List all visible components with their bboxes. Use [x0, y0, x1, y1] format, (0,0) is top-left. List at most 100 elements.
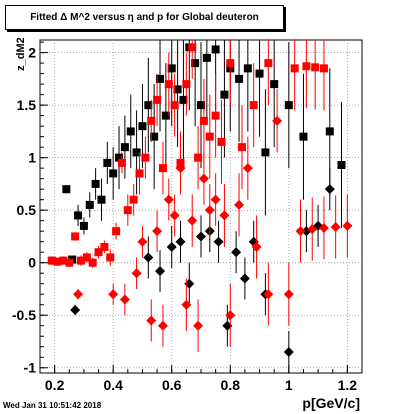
data-point: [173, 85, 182, 94]
x-tick-label: 0.8: [221, 377, 241, 393]
data-point: [243, 64, 252, 73]
data-point: [211, 45, 220, 54]
y-tick-label: 0: [28, 255, 36, 271]
data-point: [179, 95, 188, 104]
data-point: [65, 258, 74, 267]
data-point: [211, 111, 220, 120]
data-point: [272, 115, 283, 126]
data-point: [161, 111, 170, 120]
y-tick-label: 1.5: [17, 97, 37, 113]
data-point: [248, 236, 259, 247]
data-point: [152, 226, 163, 237]
data-point: [103, 158, 112, 167]
data-point: [164, 80, 173, 89]
data-point: [261, 148, 270, 157]
y-axis-label: z_dM2: [14, 37, 27, 71]
data-point: [73, 289, 84, 300]
data-point: [342, 220, 353, 231]
x-tick-label: 1.2: [338, 377, 358, 393]
data-point: [199, 116, 208, 125]
data-point: [237, 143, 246, 152]
data-point: [175, 163, 186, 174]
data-point: [295, 226, 306, 237]
data-point: [170, 101, 179, 110]
data-point: [131, 268, 142, 279]
data-point: [198, 173, 209, 184]
data-point: [147, 116, 156, 125]
data-point: [181, 299, 192, 310]
data-point: [123, 206, 132, 215]
data-point: [157, 320, 168, 331]
data-point: [197, 101, 205, 110]
data-point: [59, 256, 68, 265]
data-point: [74, 211, 83, 220]
data-point: [129, 195, 138, 204]
data-point: [188, 43, 197, 52]
data-point: [191, 59, 200, 68]
data-point: [47, 256, 56, 265]
data-point: [196, 231, 206, 242]
chart-title-box: Fitted Δ M^2 versus η and p for Global d…: [5, 5, 284, 30]
data-point: [226, 59, 235, 68]
data-point: [210, 194, 221, 205]
data-point: [115, 153, 124, 162]
chart-title: Fitted Δ M^2 versus η and p for Global d…: [30, 12, 259, 23]
data-point: [132, 148, 141, 157]
data-point: [205, 132, 214, 141]
x-tick-label: 1: [285, 377, 293, 393]
data-point: [325, 127, 334, 136]
data-point: [235, 74, 244, 83]
data-point: [290, 64, 299, 73]
x-tick-label: 0.6: [162, 377, 182, 393]
data-point: [234, 199, 245, 210]
x-tick-label: 0.2: [45, 377, 65, 393]
data-point: [302, 62, 311, 71]
data-point: [324, 184, 335, 195]
data-point: [283, 346, 294, 357]
data-point: [204, 205, 215, 216]
data-point: [263, 289, 274, 300]
data-point: [126, 127, 135, 136]
data-point: [299, 132, 308, 141]
data-point: [182, 80, 191, 89]
data-point: [146, 315, 157, 326]
data-point: [187, 215, 198, 226]
data-point: [100, 242, 109, 251]
data-point: [169, 210, 180, 221]
data-point: [62, 185, 71, 194]
data-point: [194, 153, 203, 162]
data-point: [217, 137, 226, 146]
data-point: [144, 101, 153, 110]
data-point: [143, 252, 154, 263]
x-tick-label: 0.4: [103, 377, 123, 393]
data-point: [150, 132, 159, 141]
data-point: [82, 253, 91, 262]
data-point: [153, 95, 162, 104]
data-point: [53, 257, 62, 266]
y-tick-label: -1: [24, 360, 37, 376]
data-point: [158, 164, 167, 173]
data-point: [88, 258, 97, 267]
data-point: [202, 53, 211, 62]
timestamp: Wed Jan 31 10:51:42 2018: [3, 401, 102, 410]
data-point: [318, 223, 329, 234]
data-point: [108, 289, 119, 300]
data-point: [112, 227, 121, 236]
data-point: [270, 80, 279, 89]
data-point: [76, 256, 85, 265]
data-point: [85, 200, 94, 209]
data-point: [255, 69, 264, 78]
data-point: [156, 74, 165, 83]
x-axis-label: p[GeV/c]: [302, 395, 360, 411]
data-point: [307, 224, 318, 235]
y-tick-label: 1: [28, 150, 36, 166]
data-point: [97, 195, 106, 204]
data-point: [251, 241, 262, 252]
data-point: [167, 64, 176, 73]
data-point: [213, 236, 224, 247]
data-point: [79, 221, 88, 230]
data-point: [337, 161, 346, 170]
data-point: [91, 179, 100, 188]
data-point: [330, 221, 341, 232]
